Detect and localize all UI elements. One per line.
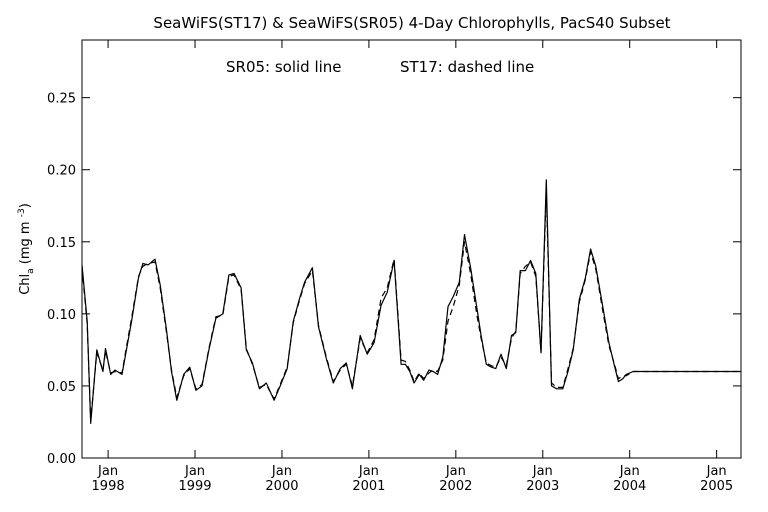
x-tick-month-label: Jan bbox=[184, 464, 205, 479]
x-tick-year-label: 1999 bbox=[178, 479, 211, 494]
x-tick-month-label: Jan bbox=[445, 464, 466, 479]
series-layer bbox=[81, 179, 741, 424]
y-tick-label: 0.25 bbox=[47, 92, 76, 107]
annotation-sr05: SR05: solid line bbox=[226, 58, 342, 76]
series-line-st17 bbox=[81, 190, 741, 422]
plot-frame bbox=[81, 39, 742, 459]
chart-title: SeaWiFS(ST17) & SeaWiFS(SR05) 4-Day Chlo… bbox=[153, 14, 670, 32]
x-tick-year-label: 2004 bbox=[613, 479, 646, 494]
x-tick-year-label: 2002 bbox=[439, 479, 472, 494]
x-tick-month-label: Jan bbox=[358, 464, 379, 479]
y-tick-label: 0.10 bbox=[47, 308, 76, 323]
y-axis-label: Chla (mg m -3) bbox=[13, 203, 36, 295]
svg-text:Chla (mg m -3): Chla (mg m -3) bbox=[13, 203, 36, 295]
ylabel-sub: a bbox=[26, 268, 36, 274]
ylabel-sup: -3 bbox=[17, 208, 27, 217]
y-tick-label: 0.05 bbox=[47, 380, 76, 395]
x-tick-year-label: 2001 bbox=[352, 479, 385, 494]
x-tick-year-label: 1998 bbox=[92, 479, 125, 494]
ylabel-main: Chl bbox=[18, 274, 33, 295]
x-tick-year-label: 2005 bbox=[700, 479, 733, 494]
ylabel-close: ) bbox=[18, 203, 33, 208]
x-tick-year-label: 2000 bbox=[265, 479, 298, 494]
y-tick-label: 0.15 bbox=[47, 236, 76, 251]
x-tick-month-label: Jan bbox=[706, 464, 727, 479]
ylabel-unit: (mg m bbox=[18, 221, 33, 264]
x-tick-month-label: Jan bbox=[271, 464, 292, 479]
x-axis: Jan1998Jan1999Jan2000Jan2001Jan2002Jan20… bbox=[92, 40, 733, 494]
series-line-sr05 bbox=[81, 179, 741, 424]
x-tick-year-label: 2003 bbox=[526, 479, 559, 494]
y-axis: 0.00 0.05 0.10 0.15 0.20 0.25 bbox=[47, 92, 741, 467]
x-tick-month-label: Jan bbox=[97, 464, 118, 479]
y-tick-label: 0.20 bbox=[47, 164, 76, 179]
y-tick-label: 0.00 bbox=[47, 452, 76, 467]
x-tick-month-label: Jan bbox=[532, 464, 553, 479]
annotation-st17: ST17: dashed line bbox=[400, 58, 534, 76]
x-tick-month-label: Jan bbox=[619, 464, 640, 479]
